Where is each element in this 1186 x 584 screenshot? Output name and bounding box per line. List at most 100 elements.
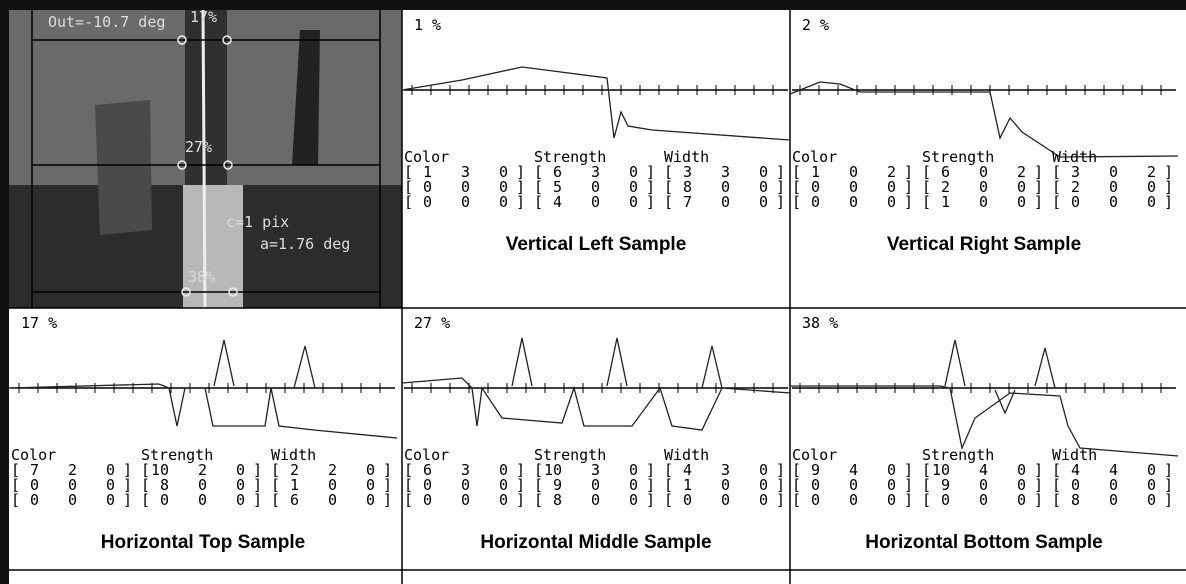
matrix-cell: 0 <box>1109 476 1118 494</box>
bracket: ] <box>904 476 913 494</box>
bracket: [ <box>271 476 280 494</box>
matrix-cell: 3 <box>591 461 600 479</box>
bracket: [ <box>11 461 20 479</box>
bracket: [ <box>922 461 931 479</box>
matrix-cell: 3 <box>461 163 470 181</box>
signal <box>994 389 1016 415</box>
bracket: ] <box>1034 178 1043 196</box>
matrix-cell: 1 <box>941 193 950 211</box>
matrix-cell: 0 <box>106 476 115 494</box>
matrix-cell: 8 <box>683 178 692 196</box>
matrix-cell: 4 <box>683 461 692 479</box>
matrix-cell: 3 <box>461 461 470 479</box>
matrix-cell: 0 <box>979 476 988 494</box>
matrix-cell: 1 <box>423 163 432 181</box>
matrix-header: Width <box>1052 148 1097 166</box>
matrix-cell: 0 <box>721 193 730 211</box>
bracket: ] <box>253 476 262 494</box>
matrix-cell: 0 <box>1147 461 1156 479</box>
bracket: [ <box>922 163 931 181</box>
matrix-cell: 3 <box>683 163 692 181</box>
bracket: [ <box>1052 461 1061 479</box>
matrix-cell: 6 <box>423 461 432 479</box>
angle: a=1.76 deg <box>260 235 350 253</box>
matrix-cell: 0 <box>629 163 638 181</box>
level-mark: 38% <box>188 268 215 286</box>
camera-image: Out=-10.7 deg 17% 27% 38% c=1 pix a=1.76… <box>9 8 402 309</box>
matrix-cell: 0 <box>849 193 858 211</box>
matrix-cell: 0 <box>811 193 820 211</box>
matrix-cell: 0 <box>499 193 508 211</box>
signal <box>511 337 533 387</box>
matrix-cell: 7 <box>683 193 692 211</box>
matrix-cell: 0 <box>849 476 858 494</box>
bracket: ] <box>904 178 913 196</box>
bracket: [ <box>1052 476 1061 494</box>
matrix-cell: 3 <box>591 163 600 181</box>
matrix-cell: 0 <box>629 491 638 509</box>
matrix-cell: 9 <box>941 476 950 494</box>
bracket: ] <box>1164 178 1173 196</box>
level-mark: 17% <box>190 8 217 26</box>
signal <box>790 385 1179 457</box>
matrix-cell: 2 <box>68 461 77 479</box>
matrix-cell: 0 <box>461 476 470 494</box>
bracket: ] <box>123 461 132 479</box>
matrix-header: Strength <box>922 446 994 464</box>
bracket: ] <box>383 476 392 494</box>
bracket: [ <box>141 491 150 509</box>
matrix-cell: 0 <box>811 491 820 509</box>
matrix-cell: 0 <box>499 476 508 494</box>
signal <box>401 377 791 431</box>
matrix-header: Color <box>792 148 837 166</box>
bracket: [ <box>11 491 20 509</box>
bracket: ] <box>776 163 785 181</box>
bracket: ] <box>646 178 655 196</box>
matrix-cell: 0 <box>887 476 896 494</box>
bracket: [ <box>664 178 673 196</box>
bracket: ] <box>1164 476 1173 494</box>
matrix-cell: 4 <box>553 193 562 211</box>
matrix-cell: 0 <box>849 491 858 509</box>
matrix-cell: 2 <box>290 461 299 479</box>
sample-title: Horizontal Middle Sample <box>480 532 711 553</box>
matrix-cell: 0 <box>1017 491 1026 509</box>
matrix-cell: 0 <box>423 491 432 509</box>
matrix-cell: 0 <box>366 476 375 494</box>
bracket: ] <box>646 461 655 479</box>
bracket: [ <box>792 178 801 196</box>
matrix-cell: 0 <box>30 476 39 494</box>
percent: 38 % <box>802 314 838 332</box>
bracket: [ <box>404 491 413 509</box>
signal <box>944 339 966 387</box>
readout: Out=-10.7 deg <box>48 13 165 31</box>
matrix-cell: 0 <box>423 178 432 196</box>
top-bar <box>0 0 1186 10</box>
matrix-header: Color <box>404 148 449 166</box>
matrix-cell: 0 <box>236 476 245 494</box>
matrix-cell: 0 <box>1017 193 1026 211</box>
bracket: [ <box>922 178 931 196</box>
matrix-cell: 4 <box>1071 461 1080 479</box>
bracket: ] <box>383 461 392 479</box>
matrix-header: Width <box>1052 446 1097 464</box>
matrix-cell: 0 <box>887 461 896 479</box>
bracket: [ <box>11 476 20 494</box>
matrix-header: Strength <box>534 446 606 464</box>
matrix-cell: 8 <box>553 491 562 509</box>
bracket: [ <box>1052 178 1061 196</box>
bracket: ] <box>123 491 132 509</box>
matrix-header: Color <box>792 446 837 464</box>
bracket: [ <box>664 461 673 479</box>
bracket: [ <box>792 461 801 479</box>
matrix-cell: 0 <box>461 178 470 196</box>
bracket: [ <box>922 476 931 494</box>
signal <box>213 339 235 387</box>
signal <box>293 345 316 389</box>
matrix-cell: 0 <box>198 476 207 494</box>
sample-title: Horizontal Bottom Sample <box>865 532 1103 553</box>
bracket: ] <box>1034 461 1043 479</box>
matrix-header: Color <box>404 446 449 464</box>
matrix-cell: 0 <box>849 178 858 196</box>
matrix-cell: 0 <box>499 178 508 196</box>
